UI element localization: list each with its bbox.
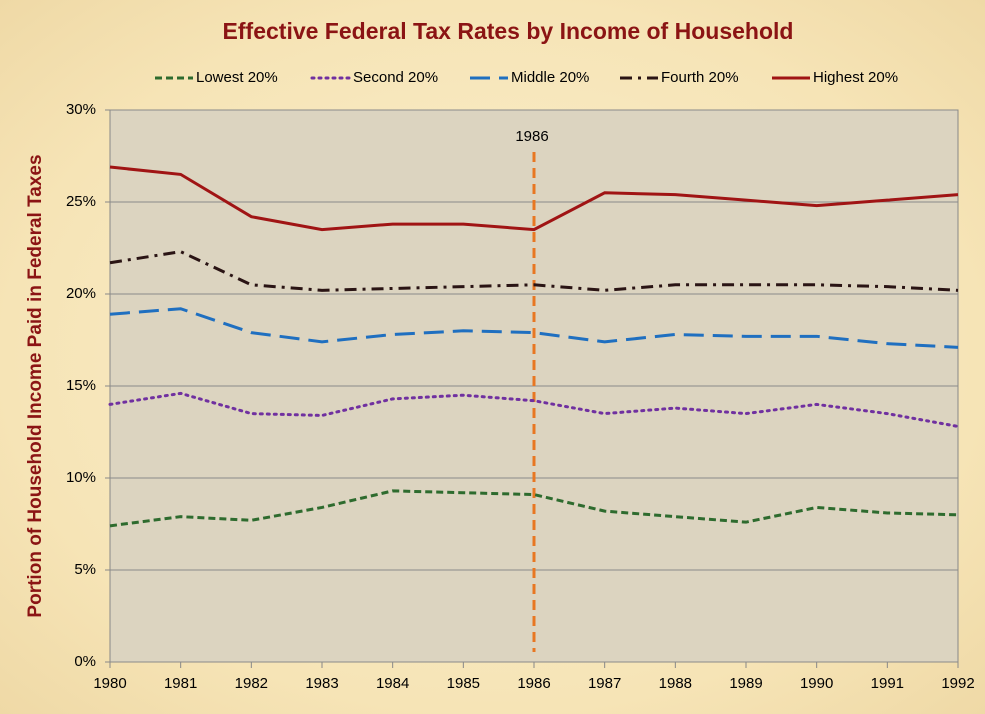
x-tick-label: 1984 xyxy=(376,675,409,692)
y-tick-label: 25% xyxy=(66,193,96,210)
x-tick-label: 1986 xyxy=(517,675,550,692)
y-tick-label: 0% xyxy=(74,653,96,670)
legend-label: Middle 20% xyxy=(511,69,589,86)
y-tick-label: 5% xyxy=(74,561,96,578)
series-line xyxy=(109,165,959,232)
y-tick-label: 10% xyxy=(66,469,96,486)
x-tick-label: 1989 xyxy=(729,675,762,692)
x-tick-label: 1991 xyxy=(871,675,904,692)
y-tick-label: 30% xyxy=(66,101,96,118)
x-tick-label: 1982 xyxy=(235,675,268,692)
y-tick-label: 15% xyxy=(66,377,96,394)
x-tick-label: 1983 xyxy=(305,675,338,692)
x-tick-label: 1992 xyxy=(941,675,974,692)
legend-label: Lowest 20% xyxy=(196,69,278,86)
legend-label: Second 20% xyxy=(353,69,438,86)
annotation-label: 1986 xyxy=(515,128,548,145)
legend-label: Highest 20% xyxy=(813,69,898,86)
series-line xyxy=(108,391,960,428)
series-line xyxy=(109,307,959,349)
x-tick-label: 1980 xyxy=(93,675,126,692)
x-tick-label: 1990 xyxy=(800,675,833,692)
y-tick-label: 20% xyxy=(66,285,96,302)
x-tick-label: 1981 xyxy=(164,675,197,692)
chart-title: Effective Federal Tax Rates by Income of… xyxy=(223,18,794,44)
x-tick-label: 1987 xyxy=(588,675,621,692)
y-axis-label: Portion of Household Income Paid in Fede… xyxy=(25,154,46,617)
series-line xyxy=(109,250,959,292)
x-tick-label: 1985 xyxy=(447,675,480,692)
legend-label: Fourth 20% xyxy=(661,69,739,86)
x-tick-label: 1988 xyxy=(659,675,692,692)
